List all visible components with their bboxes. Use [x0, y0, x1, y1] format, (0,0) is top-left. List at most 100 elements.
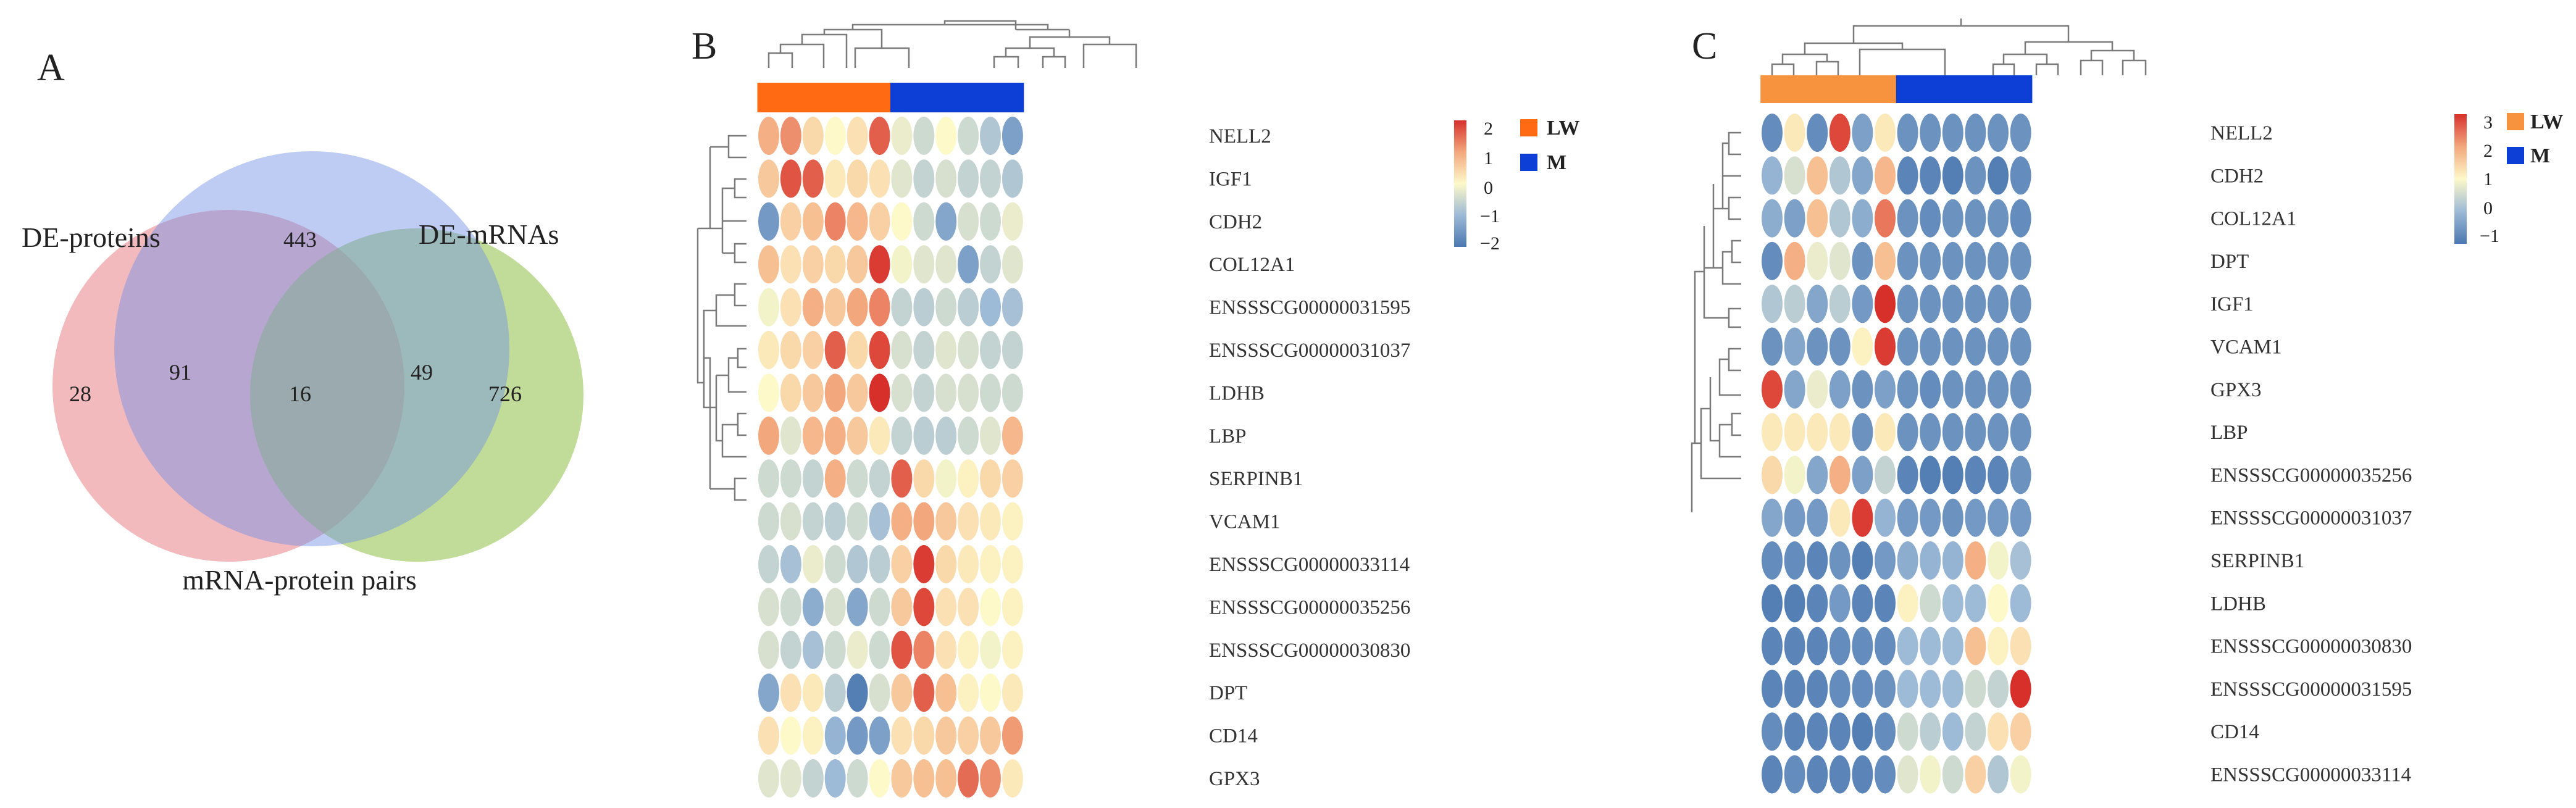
- heatmap-cell: [847, 373, 868, 412]
- heatmap-cell: [913, 117, 935, 155]
- heatmap-cell: [1829, 456, 1850, 494]
- heatmap-cell: [1897, 241, 1918, 280]
- heatmap-cell: [1807, 114, 1828, 152]
- heatmap-cell: [847, 673, 868, 712]
- heatmap-cell: [1852, 285, 1873, 323]
- heatmap-cell: [1784, 498, 1805, 537]
- heatmap-cell: [958, 202, 979, 241]
- row-label: VCAM1: [2210, 336, 2282, 359]
- heatmap-cell: [1852, 627, 1873, 665]
- heatmap-cell: [1829, 156, 1850, 195]
- heatmap-cell: [1807, 156, 1828, 195]
- heatmap-cell: [1829, 413, 1850, 452]
- heatmap-cell: [1942, 627, 1963, 665]
- venn-circle-mrnas: [250, 228, 583, 562]
- group-bar-cell: [1873, 75, 1897, 103]
- heatmap-cell: [1965, 541, 1986, 580]
- heatmap-cell: [802, 588, 824, 627]
- heatmap-cell: [1920, 456, 1941, 494]
- group-bar-cell: [1918, 75, 1942, 103]
- heatmap-cell: [1965, 327, 1986, 366]
- heatmap-cell: [1002, 716, 1023, 755]
- heatmap-cell: [1897, 584, 1918, 623]
- heatmap-cell: [869, 331, 890, 369]
- heatmap-cell: [780, 159, 801, 198]
- heatmap-cell: [847, 416, 868, 455]
- heatmap-cell: [758, 331, 779, 369]
- heatmap-cell: [1875, 413, 1896, 452]
- heatmap-cell: [1875, 584, 1896, 623]
- heatmap-cell: [824, 159, 846, 198]
- heatmap-cell: [802, 245, 824, 284]
- colorbar-b-tick: 2: [1484, 119, 1493, 139]
- heatmap-cell: [1784, 413, 1805, 452]
- heatmap-cell: [1897, 669, 1918, 708]
- heatmap-cell: [2010, 114, 2031, 152]
- heatmap-cell: [780, 673, 801, 712]
- heatmap-cell: [1942, 370, 1963, 409]
- heatmap-cell: [758, 759, 779, 798]
- heatmap-cell: [847, 759, 868, 798]
- heatmap-cell: [780, 459, 801, 498]
- heatmap-cell: [1002, 673, 1023, 712]
- row-label: LDHB: [2210, 593, 2266, 615]
- heatmap-cell: [1807, 285, 1828, 323]
- group-bar-cell: [1760, 75, 1784, 103]
- heatmap-cell: [935, 759, 957, 798]
- heatmap-cell: [869, 759, 890, 798]
- row-label: ENSSSCG00000035256: [1209, 596, 1410, 618]
- heatmap-cell: [824, 331, 846, 369]
- group-bar-cell: [1805, 75, 1829, 103]
- heatmap-cell: [1002, 288, 1023, 327]
- heatmap-cell: [758, 416, 779, 455]
- heatmap-cell: [1942, 156, 1963, 195]
- heatmap-cell: [2010, 669, 2031, 708]
- heatmap-cell: [891, 716, 913, 755]
- heatmap-cell: [891, 245, 913, 284]
- heatmap-cell: [802, 459, 824, 498]
- heatmap-cell: [935, 202, 957, 241]
- heatmap-cell: [824, 502, 846, 541]
- heatmap-cell: [1852, 541, 1873, 580]
- heatmap-cell: [1852, 584, 1873, 623]
- heatmap-cell: [1965, 755, 1986, 794]
- heatmap-cell: [1988, 755, 2009, 794]
- heatmap-cell: [1784, 327, 1805, 366]
- heatmap-cell: [980, 630, 1001, 669]
- heatmap-cell: [758, 545, 779, 583]
- heatmap-cell: [824, 373, 846, 412]
- heatmap-cell: [1762, 669, 1783, 708]
- heatmap-cell: [1942, 241, 1963, 280]
- heatmap-cell: [1807, 498, 1828, 537]
- heatmap-cell: [824, 416, 846, 455]
- heatmap-cell: [1784, 755, 1805, 794]
- heatmap-cell: [802, 673, 824, 712]
- heatmap-cell: [1002, 588, 1023, 627]
- legend-swatch-m-c: [2507, 147, 2524, 164]
- heatmap-cell: [935, 331, 957, 369]
- heatmap-cell: [1829, 712, 1850, 751]
- heatmap-cell: [1852, 241, 1873, 280]
- colorbar-c-gradient: [2454, 114, 2467, 244]
- group-bar-cell: [868, 83, 891, 112]
- heatmap-cell: [2010, 627, 2031, 665]
- heatmap-cell: [2010, 327, 2031, 366]
- heatmap-cell: [1897, 627, 1918, 665]
- heatmap-cell: [824, 117, 846, 155]
- heatmap-cell: [958, 545, 979, 583]
- heatmap-cell: [980, 117, 1001, 155]
- heatmap-cell: [1897, 285, 1918, 323]
- heatmap-cell: [869, 288, 890, 327]
- row-label: VCAM1: [1209, 511, 1281, 533]
- heatmap-cell: [1807, 413, 1828, 452]
- heatmap-cell: [1002, 545, 1023, 583]
- heatmap-cell: [780, 416, 801, 455]
- row-label: DPT: [1209, 682, 1247, 704]
- row-label: DPT: [2210, 251, 2249, 273]
- heatmap-cell: [913, 630, 935, 669]
- heatmap-cell: [1897, 456, 1918, 494]
- heatmap-cell: [847, 716, 868, 755]
- group-bar-cell: [1001, 83, 1024, 112]
- heatmap-cell: [1988, 327, 2009, 366]
- heatmap-cell: [758, 117, 779, 155]
